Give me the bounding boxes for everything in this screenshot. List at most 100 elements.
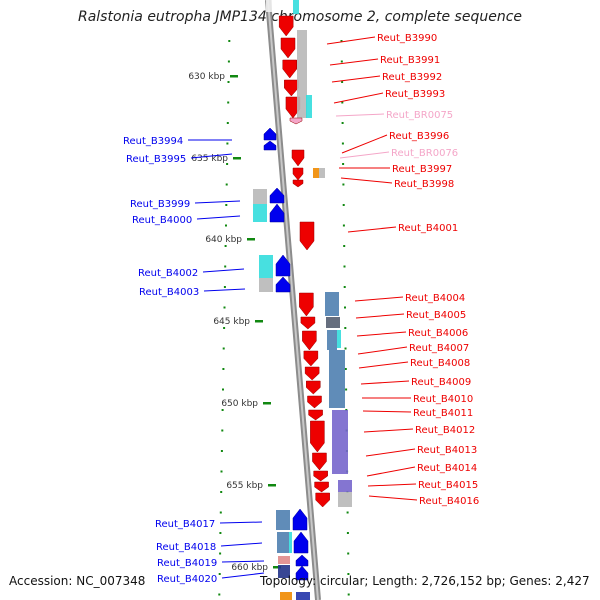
gene-label-forward: Reut_B3999 [130,199,190,210]
leader-line [203,288,246,292]
gene-label-reverse: Reut_B3993 [385,89,445,100]
scale-dot [344,306,346,309]
gene-label-reverse: Reut_B4009 [411,377,471,388]
gene-arrow-reverse [310,420,325,453]
cog-box [338,492,352,507]
scale-dot [220,450,223,452]
scale-dot [218,573,221,575]
scale-dot [218,593,221,596]
cog-box [319,168,325,178]
scale-dot [342,183,345,186]
gene-arrow-forward [275,276,291,293]
gene-label-forward: Reut_B4020 [157,574,217,585]
leader-line [333,92,384,104]
gene-arrow-reverse [299,292,314,317]
leader-line [194,200,241,204]
tick-mark [263,402,271,405]
tick-mark [268,484,276,487]
scale-dot [223,286,226,288]
cog-box [293,0,299,14]
scale-dot [222,368,225,370]
scale-dot [226,142,229,145]
gene-label-reverse: Reut_B4013 [417,445,477,456]
gene-label-reverse: Reut_B3996 [389,131,449,142]
scale-dot [224,265,227,268]
leader-line [341,134,388,154]
leader-line [362,410,412,413]
leader-line [365,448,416,457]
gene-labels: Reut_B3994 Reut_B3995 Reut_B3999 Reut_B4000… [123,33,479,585]
cog-box [277,532,289,553]
scale-dot [221,409,224,411]
leader-line [355,313,405,319]
tick-mark [233,157,241,160]
gene-arrow-reverse [313,470,328,482]
scale-dot [223,306,226,309]
gene-arrow-reverse [284,79,299,97]
gene-label-forward: Reut_B4002 [138,268,198,279]
gene-arrow-forward [263,140,277,151]
scale-dot [227,60,230,63]
gene-label-reverse: Reut_B4014 [417,463,477,474]
scale-dot [342,163,345,165]
tick-label: 640 kbp [205,235,242,245]
leader-line [202,268,245,273]
scale-dots [218,40,350,596]
cog-box [280,592,292,600]
gene-arrow-reverse [282,59,297,79]
gene-label-reverse: Reut_B4015 [418,480,478,491]
gene-label-reverse: Reut_B4012 [415,425,475,436]
gene-arrow-forward [263,127,277,141]
cog-box [326,317,340,328]
leader-line [326,36,376,45]
scale-dot [344,347,347,350]
gene-arrow-reverse [300,316,316,330]
scale-dot [343,265,346,268]
gene-label-reverse: Reut_B3992 [382,72,442,83]
gene-label-rna: Reut_BR0075 [386,110,453,121]
tick-label: 630 kbp [188,72,225,82]
cog-box [289,532,292,553]
gene-arrow-forward [293,531,309,554]
gene-arrow-reverse [280,37,296,59]
scale-ticks: 630 kbp 635 kbp 640 kbp 645 kbp 650 kbp 655 k… [188,72,281,573]
scale-dot [219,511,222,514]
cog-box [296,592,310,600]
gene-label-reverse: Reut_B4007 [409,343,469,354]
leader-line [221,560,265,563]
gene-label-forward: Reut_B3994 [123,136,183,147]
gene-label-reverse: Reut_B3997 [392,164,452,175]
map-title: Ralstonia eutropha JMP134 chromosome 2, … [77,9,522,25]
scale-dot [343,245,346,247]
tick-mark [230,75,238,78]
tick-label: 650 kbp [221,399,258,409]
gene-label-reverse: Reut_B4005 [406,310,466,321]
tick-label: 660 kbp [231,563,268,573]
tick-label: 645 kbp [213,317,250,327]
tick-label: 655 kbp [226,481,263,491]
cog-box [306,95,312,118]
scale-dot [221,429,224,432]
gene-arrow-reverse [307,395,322,409]
cog-box [266,0,272,12]
leader-line [339,151,390,159]
gene-label-forward: Reut_B4018 [156,542,216,553]
cog-box [327,330,337,350]
gene-arrow-forward [275,254,291,277]
scale-dot [219,552,222,555]
scale-dot [227,101,230,104]
cog-box [313,168,319,178]
leader-line [219,521,263,524]
scale-dot [345,388,348,391]
gene-arrow-reverse [278,15,294,37]
gene-arrow-forward [269,187,285,204]
gene-label-reverse: Reut_B4004 [405,293,465,304]
gene-arrow-reverse [291,149,305,167]
leader-line [335,113,385,117]
gene-label-reverse: Reut_B4016 [419,496,479,507]
gene-arrow-reverse [315,492,330,508]
gene-label-forward: Reut_B4019 [157,558,217,569]
tick-mark [247,238,255,241]
scale-dot [222,347,225,350]
